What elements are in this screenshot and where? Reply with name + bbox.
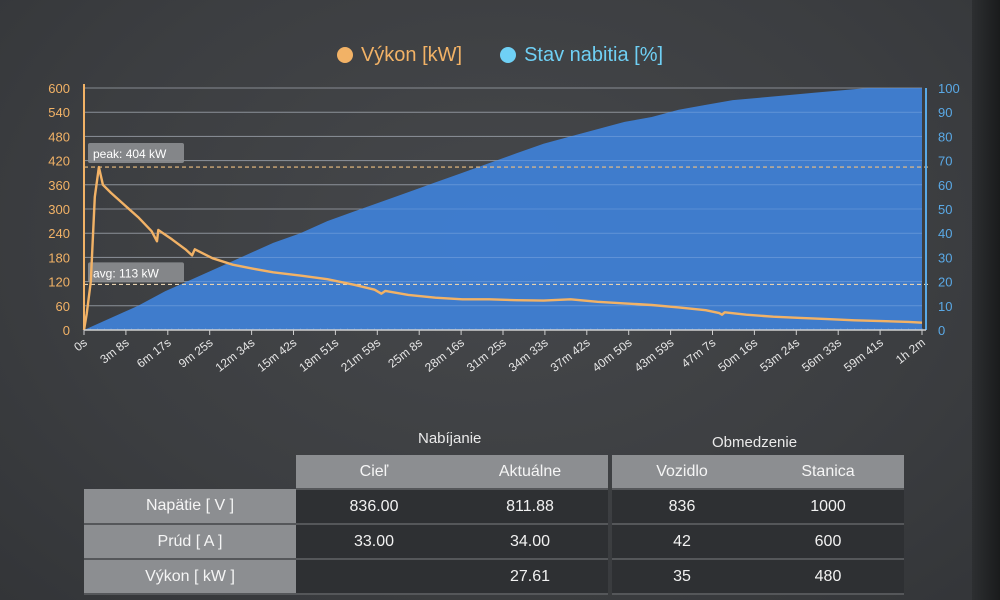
- chart-legend: Výkon [kW] Stav nabitia [%]: [0, 40, 1000, 70]
- y-left-tick-label: 480: [48, 129, 70, 144]
- x-tick-label: 56m 33s: [799, 335, 844, 374]
- cell-voltage-vehicle: 836: [612, 489, 752, 525]
- x-tick-label: 53m 24s: [757, 335, 802, 374]
- row-label-power: Výkon [ kW ]: [84, 559, 296, 595]
- cell-power-current: 27.61: [452, 559, 608, 595]
- y-right-tick-label: 30: [938, 250, 952, 265]
- y-right-tick-label: 40: [938, 226, 952, 241]
- legend-label-soc: Stav nabitia [%]: [524, 43, 664, 66]
- x-tick-label: 59m 41s: [841, 335, 886, 374]
- col-header-vehicle: Vozidlo: [612, 455, 752, 490]
- monitor-bezel: [972, 0, 1000, 600]
- x-tick-label: 21m 59s: [338, 335, 383, 374]
- soc-area: [84, 88, 922, 330]
- col-header-target: Cieľ: [296, 455, 452, 490]
- table-group-charging: Nabíjanie: [418, 430, 482, 447]
- table-row-voltage: Napätie [ V ] 836.00 811.88 836 1000: [84, 489, 904, 525]
- x-tick-label: 25m 8s: [385, 335, 425, 370]
- legend-label-power: Výkon [kW]: [360, 43, 463, 66]
- cell-current-vehicle: 42: [612, 524, 752, 560]
- y-left-tick-label: 240: [48, 226, 70, 241]
- x-tick-label: 1h 2m: [893, 335, 928, 367]
- power-line: [82, 165, 923, 331]
- peak-label: peak: 404 kW: [93, 147, 167, 161]
- legend-item-soc[interactable]: Stav nabitia [%]: [500, 40, 663, 70]
- y-left-tick-label: 360: [48, 178, 70, 193]
- y-left-tick-label: 60: [56, 299, 70, 314]
- y-right-tick-label: 80: [938, 129, 952, 144]
- cell-voltage-station: 1000: [752, 489, 904, 525]
- x-tick-label: 9m 25s: [176, 335, 216, 370]
- y-right-tick-label: 0: [938, 323, 945, 338]
- y-right-tick-label: 10: [938, 299, 952, 314]
- avg-label: avg: 113 kW: [93, 266, 159, 280]
- table-row-current: Prúd [ A ] 33.00 34.00 42 600: [84, 524, 904, 560]
- x-tick-label: 12m 34s: [213, 335, 258, 374]
- cell-current-station: 600: [752, 524, 904, 560]
- col-header-station: Stanica: [752, 455, 904, 490]
- y-left-tick-label: 0: [63, 323, 70, 338]
- x-tick-label: 43m 59s: [632, 335, 677, 374]
- x-tick-label: 0s: [71, 335, 90, 354]
- x-tick-label: 34m 33s: [506, 335, 551, 374]
- charging-table: Cieľ Aktuálne Vozidlo Stanica Napätie [ …: [84, 455, 904, 595]
- y-right-tick-label: 20: [938, 275, 952, 290]
- row-label-voltage: Napätie [ V ]: [84, 489, 296, 525]
- x-tick-label: 28m 16s: [422, 335, 467, 374]
- y-right-tick-label: 70: [938, 154, 952, 169]
- y-left-tick-label: 420: [48, 154, 70, 169]
- x-tick-label: 37m 42s: [548, 335, 593, 374]
- col-header-current: Aktuálne: [452, 455, 608, 490]
- soc-legend-icon: [500, 47, 517, 63]
- row-label-current: Prúd [ A ]: [84, 524, 296, 560]
- annotation-label-bg: [88, 262, 184, 283]
- x-tick-label: 40m 50s: [590, 335, 635, 374]
- cell-current-current: 34.00: [452, 524, 608, 560]
- cell-power-vehicle: 35: [612, 559, 752, 595]
- y-left-tick-label: 180: [48, 250, 70, 265]
- cell-current-target: 33.00: [296, 524, 452, 560]
- x-tick-label: 15m 42s: [254, 335, 299, 374]
- x-tick-label: 31m 25s: [464, 335, 509, 374]
- x-tick-label: 3m 8s: [97, 335, 131, 366]
- y-left-tick-label: 540: [48, 105, 70, 120]
- y-right-tick-label: 100: [938, 81, 960, 96]
- y-left-tick-label: 120: [48, 275, 70, 290]
- cell-power-target: [296, 559, 452, 595]
- table-corner: [84, 455, 296, 489]
- cell-voltage-target: 836.00: [296, 489, 452, 525]
- cell-voltage-current: 811.88: [452, 489, 608, 525]
- x-tick-label: 18m 51s: [296, 335, 341, 374]
- legend-item-power[interactable]: Výkon [kW]: [336, 40, 463, 70]
- x-tick-label: 50m 16s: [715, 335, 760, 374]
- table-row-power: Výkon [ kW ] 27.61 35 480: [84, 559, 904, 595]
- y-right-tick-label: 60: [938, 178, 952, 193]
- table-group-limit: Obmedzenie: [712, 434, 798, 451]
- annotation-label-bg: [88, 143, 184, 164]
- table-header-row: Cieľ Aktuálne Vozidlo Stanica: [84, 455, 904, 490]
- y-right-tick-label: 90: [938, 105, 952, 120]
- y-left-tick-label: 600: [48, 81, 70, 96]
- power-legend-icon: [336, 47, 353, 63]
- y-left-tick-label: 300: [48, 202, 70, 217]
- x-tick-label: 6m 17s: [134, 335, 174, 370]
- x-tick-label: 47m 7s: [679, 335, 719, 370]
- cell-power-station: 480: [752, 559, 904, 595]
- y-right-tick-label: 50: [938, 202, 952, 217]
